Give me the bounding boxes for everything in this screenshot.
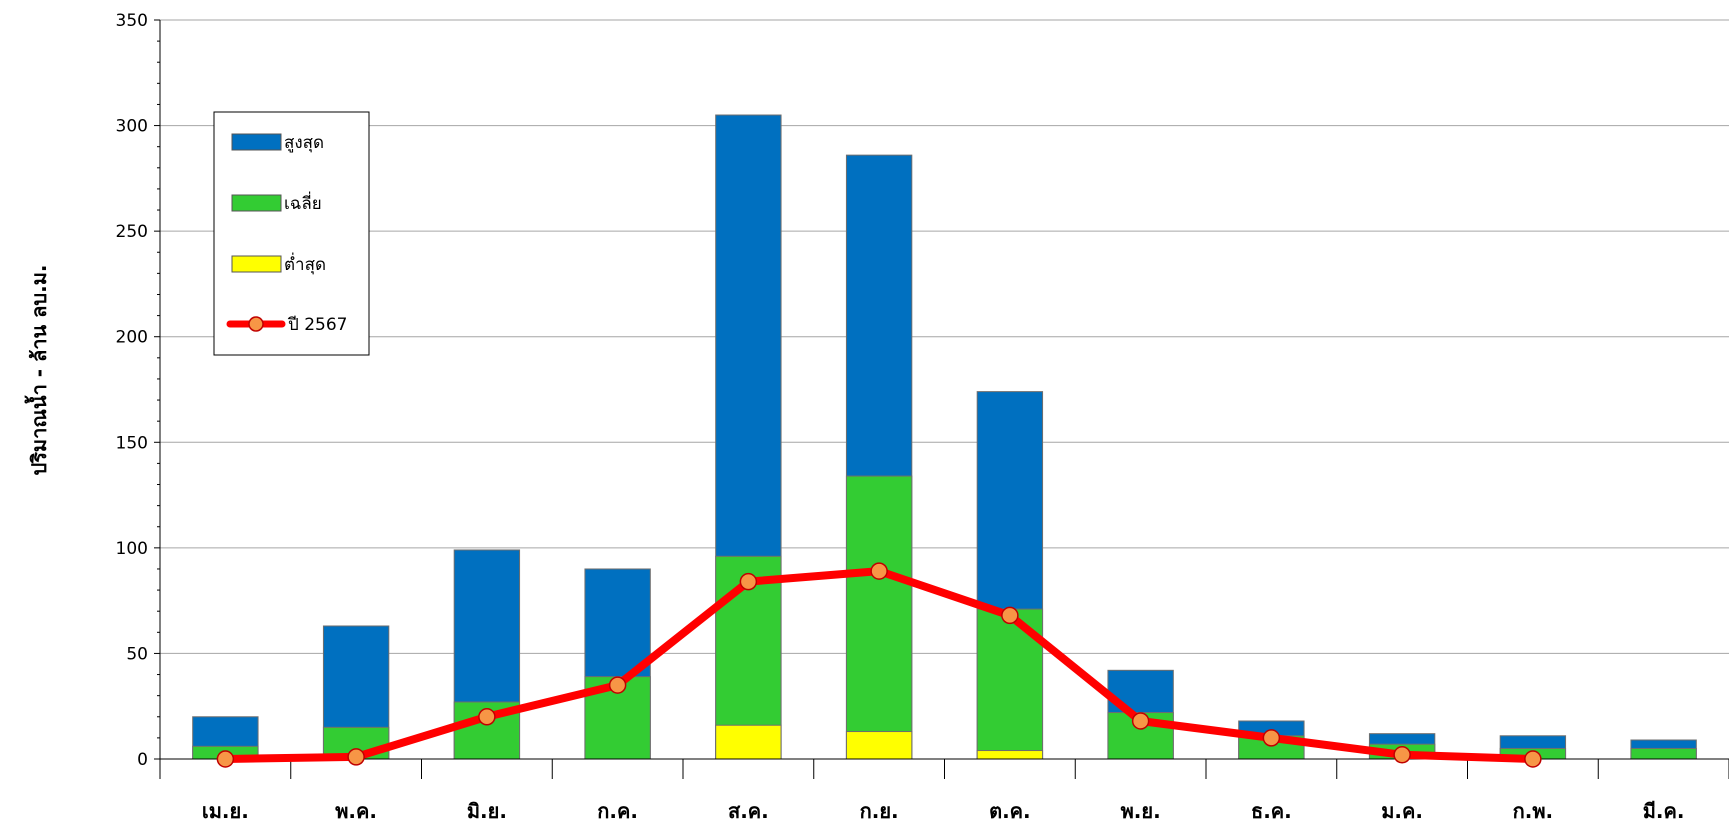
line-point-2567 bbox=[478, 708, 496, 726]
y-tick-label: 300 bbox=[116, 117, 148, 137]
y-tick-label: 100 bbox=[116, 539, 148, 559]
grid-layer bbox=[160, 19, 1729, 654]
legend-label-2567: ปี 2567 bbox=[287, 315, 347, 335]
legend-label-avg: เฉลี่ย bbox=[284, 191, 322, 214]
x-tick-label: ส.ค. bbox=[728, 799, 769, 823]
line-point-2567 bbox=[870, 562, 888, 580]
y-tick-label: 0 bbox=[137, 750, 148, 770]
x-tick-label: ต.ค. bbox=[989, 799, 1031, 823]
y-tick-label: 250 bbox=[116, 222, 148, 242]
x-tick-label: ก.พ. bbox=[1513, 799, 1554, 823]
x-tick-label: ม.ค. bbox=[1381, 799, 1423, 823]
x-tick-label: มิ.ย. bbox=[467, 799, 507, 823]
x-tick-label: ก.ค. bbox=[597, 799, 638, 823]
line-point-2567 bbox=[739, 572, 758, 591]
x-tick-label: มี.ค. bbox=[1643, 799, 1685, 823]
bar-layer bbox=[192, 114, 1697, 760]
line-point-2567 bbox=[1001, 606, 1019, 625]
legend-swatch-avg bbox=[231, 194, 282, 212]
line-point-2567 bbox=[216, 750, 235, 768]
y-tick-label: 350 bbox=[116, 11, 148, 31]
bar-min bbox=[845, 731, 913, 760]
bar-avg bbox=[845, 475, 913, 760]
bar-min bbox=[715, 724, 782, 760]
y-tick-label: 50 bbox=[126, 644, 148, 664]
y-tick-label: 150 bbox=[116, 433, 148, 453]
line-point-2567 bbox=[1262, 729, 1281, 747]
line-point-2567 bbox=[1393, 746, 1411, 764]
y-axis-label: ปริมาณน้ำ - ล้าน ลบ.ม. bbox=[24, 265, 51, 476]
x-tick-label: เม.ย. bbox=[202, 799, 249, 823]
bar-avg bbox=[1630, 747, 1697, 760]
x-tick-label: พ.ย. bbox=[1121, 799, 1161, 823]
legend-label-min: ต่ำสุด bbox=[284, 252, 326, 275]
line-point-2567 bbox=[1524, 750, 1542, 768]
legend-swatch-max bbox=[231, 133, 282, 151]
legend-swatch-min bbox=[231, 255, 282, 273]
line-point-2567 bbox=[1131, 712, 1150, 730]
x-tick-label: พ.ค. bbox=[335, 799, 377, 823]
y-tick-label: 200 bbox=[116, 328, 148, 348]
legend-marker-2567 bbox=[248, 316, 264, 332]
line-point-2567 bbox=[608, 676, 627, 694]
line-point-2567 bbox=[347, 748, 365, 766]
x-tick-label: ธ.ค. bbox=[1251, 799, 1292, 823]
line-layer bbox=[216, 562, 1542, 768]
legend-label-max: สูงสุด bbox=[284, 133, 324, 153]
axis-layer: 0 50 100 150 200 250 300 350 เม.ย. พ.ค. มิ.ย. ก.ค. ส… bbox=[116, 11, 1729, 823]
legend: สูงสุด เฉลี่ย ต่ำสุด ปี 2567 bbox=[213, 111, 370, 356]
bar-min bbox=[976, 750, 1044, 760]
x-tick-label: ก.ย. bbox=[860, 799, 899, 823]
legend-box bbox=[213, 111, 370, 356]
